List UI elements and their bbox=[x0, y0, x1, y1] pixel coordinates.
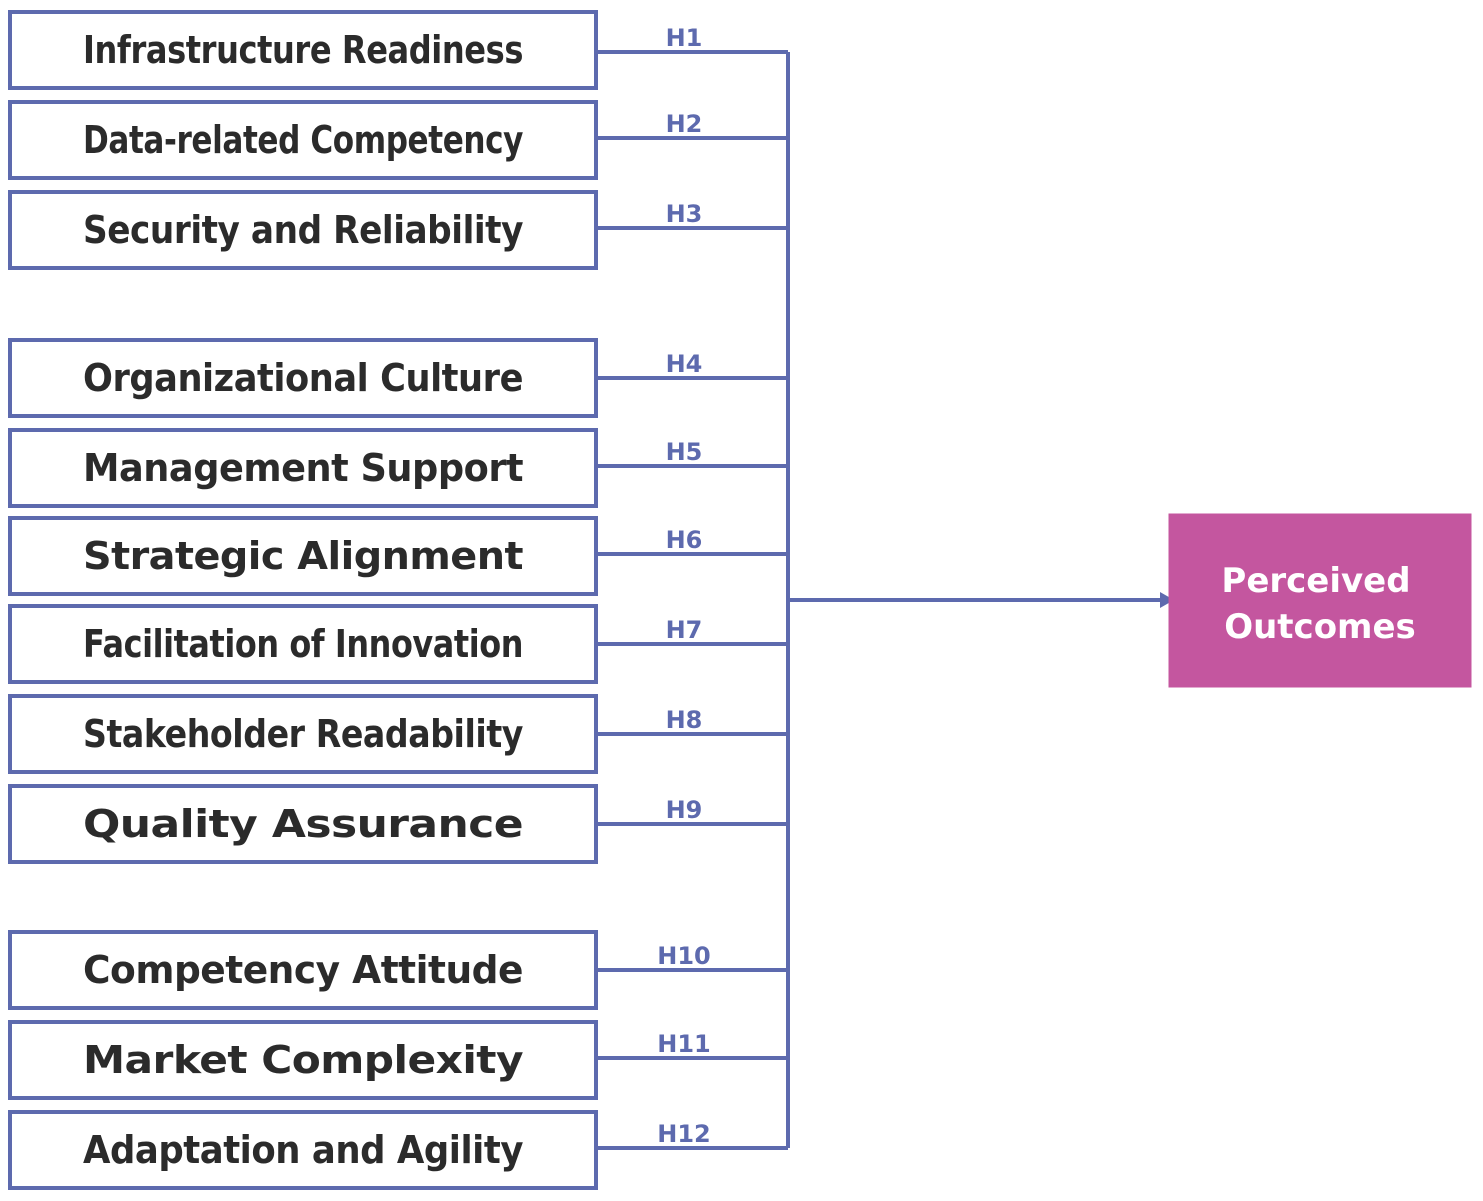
factor-boxes: Infrastructure Readiness Data-related Com… bbox=[8, 10, 598, 1190]
factor-label: Security and Reliability bbox=[83, 208, 524, 252]
factor-box bbox=[8, 100, 598, 180]
hypothesis-label: H2 bbox=[666, 110, 703, 138]
factor-label: Data-related Competency bbox=[83, 118, 524, 162]
factor-box bbox=[8, 604, 598, 684]
factor-box bbox=[8, 694, 598, 774]
factor-label: Strategic Alignment bbox=[83, 534, 523, 578]
factor-label: Management Support bbox=[83, 446, 523, 490]
factor-label: Infrastructure Readiness bbox=[83, 28, 523, 72]
factor-box bbox=[8, 190, 598, 270]
factor-box bbox=[8, 1020, 598, 1100]
factor-box bbox=[8, 784, 598, 864]
outcome-label-line1: Perceived bbox=[1221, 561, 1410, 601]
hypothesis-label: H4 bbox=[666, 350, 703, 378]
factor-label: Stakeholder Readability bbox=[83, 712, 524, 756]
hypothesis-label: H6 bbox=[666, 526, 703, 554]
factor-box bbox=[8, 516, 598, 596]
factor-label: Market Complexity bbox=[83, 1038, 524, 1082]
hypothesis-label: H10 bbox=[657, 942, 710, 970]
outcome-box bbox=[1168, 513, 1472, 688]
factor-label: Adaptation and Agility bbox=[83, 1128, 524, 1172]
factor-label: Competency Attitude bbox=[83, 948, 523, 992]
hypothesis-label: H1 bbox=[666, 24, 703, 52]
hypothesis-label: H12 bbox=[657, 1120, 710, 1148]
hypothesis-label: H7 bbox=[666, 616, 703, 644]
connector-lines bbox=[596, 50, 790, 1150]
factor-label: Organizational Culture bbox=[83, 356, 523, 400]
hypothesis-label: H3 bbox=[666, 200, 703, 228]
hypothesis-label: H5 bbox=[666, 438, 703, 466]
factor-box bbox=[8, 1110, 598, 1190]
hypothesis-label: H11 bbox=[657, 1030, 710, 1058]
outcome-label-line2: Outcomes bbox=[1224, 607, 1416, 647]
hypothesis-label: H9 bbox=[666, 796, 703, 824]
hypothesis-labels: H1 H2 H3 H4 H5 H6 H7 H8 H9 H10 H11 H12 bbox=[657, 24, 710, 1148]
factor-label: Facilitation of Innovation bbox=[83, 622, 523, 666]
factor-label: Quality Assurance bbox=[83, 802, 523, 846]
factor-box bbox=[8, 930, 598, 1010]
factor-box bbox=[8, 338, 598, 418]
factor-box bbox=[8, 10, 598, 90]
hypothesis-label: H8 bbox=[666, 706, 703, 734]
factor-box bbox=[8, 428, 598, 508]
arrowhead-icon bbox=[1160, 592, 1174, 608]
